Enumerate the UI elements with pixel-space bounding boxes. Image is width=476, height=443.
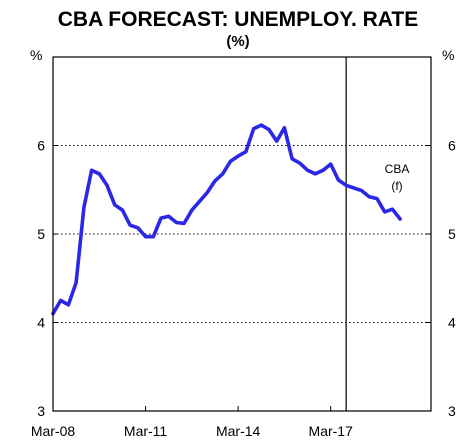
y-tick-label-right-3: 3 xyxy=(448,403,456,419)
y-tick-label-left-3: 3 xyxy=(37,403,45,419)
y-unit-left: % xyxy=(30,47,42,63)
x-tick-label-Mar-17: Mar-17 xyxy=(309,423,354,439)
series-lines xyxy=(51,123,402,316)
forecast-annotation-line-2: (f) xyxy=(391,179,402,193)
x-tick-label-Mar-08: Mar-08 xyxy=(31,423,76,439)
y-tick-label-left-6: 6 xyxy=(37,138,45,154)
axis-ticks xyxy=(52,145,431,412)
series-line-0 xyxy=(51,123,402,316)
y-unit-right: % xyxy=(442,47,454,63)
y-tick-label-right-5: 5 xyxy=(448,226,456,242)
y-tick-label-right-4: 4 xyxy=(448,315,456,331)
tick-labels: 3 3 4 4 5 5 6 6 Mar-08 Mar-11 Mar-14 Mar-17 xyxy=(31,138,456,440)
y-tick-label-right-6: 6 xyxy=(448,138,456,154)
y-tick-label-left-5: 5 xyxy=(37,226,45,242)
forecast-annotation-line-1: CBA xyxy=(385,162,410,176)
x-tick-label-Mar-11: Mar-11 xyxy=(124,423,168,439)
y-tick-label-left-4: 4 xyxy=(37,315,45,331)
x-tick-label-Mar-14: Mar-14 xyxy=(216,423,261,439)
chart-subtitle: (%) xyxy=(226,33,249,50)
grid-lines xyxy=(53,145,431,323)
chart-title: CBA FORECAST: UNEMPLOY. RATE xyxy=(58,8,419,31)
